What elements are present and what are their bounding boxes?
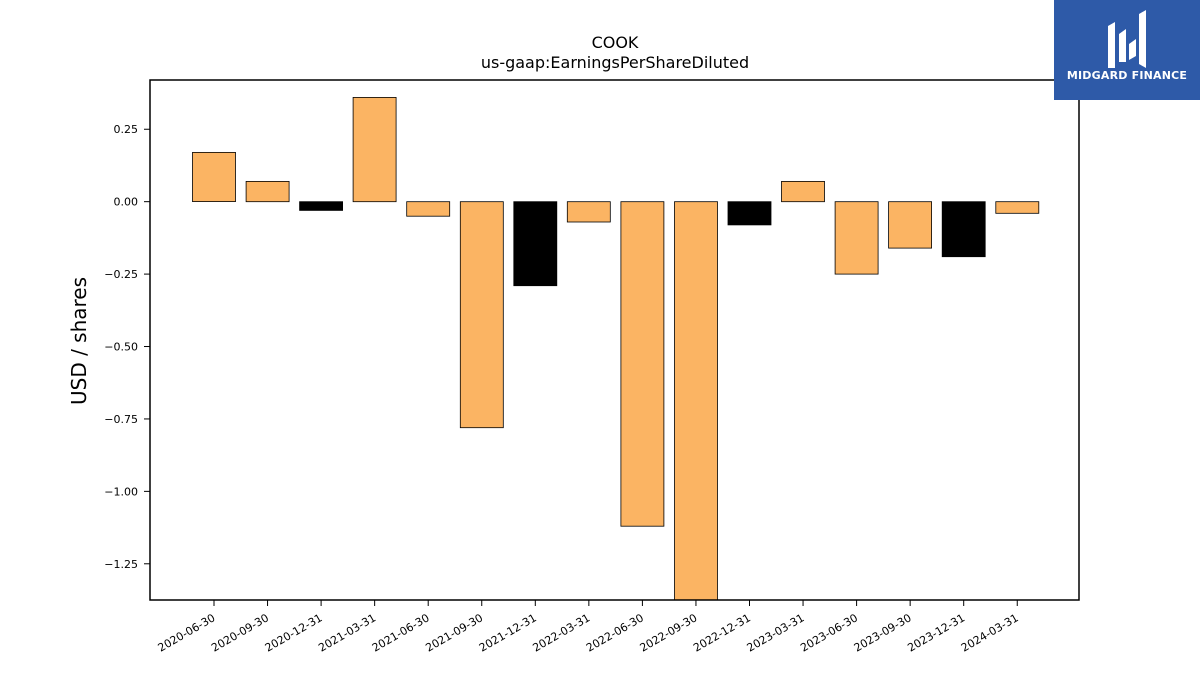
y-tick-label: 0.25 xyxy=(114,123,139,136)
y-tick-label: −0.75 xyxy=(104,413,138,426)
x-tick-label: 2022-09-30 xyxy=(638,611,700,654)
x-tick-label: 2021-03-31 xyxy=(316,611,378,654)
y-tick-label: −1.00 xyxy=(104,485,138,498)
x-tick-label: 2023-06-30 xyxy=(798,611,860,654)
x-tick-label: 2020-06-30 xyxy=(156,611,218,654)
x-axis-ticks: 2020-06-302020-09-302020-12-312021-03-31… xyxy=(156,600,1021,655)
bar-2022-06-30 xyxy=(620,201,665,527)
y-tick-label: −1.25 xyxy=(104,558,138,571)
bar-2024-03-31 xyxy=(995,201,1040,214)
plot-frame xyxy=(149,79,1080,601)
y-tick-label: −0.25 xyxy=(104,268,138,281)
y-tick-label: 0.00 xyxy=(114,196,139,209)
x-tick-label: 2020-09-30 xyxy=(209,611,271,654)
x-tick-label: 2022-06-30 xyxy=(584,611,646,654)
x-tick-label: 2021-06-30 xyxy=(370,611,432,654)
x-tick-label: 2023-12-31 xyxy=(905,611,967,654)
bar-2021-09-30 xyxy=(459,201,504,429)
x-tick-label: 2022-03-31 xyxy=(530,611,592,654)
bar-2020-06-30 xyxy=(192,151,236,202)
x-tick-label: 2024-03-31 xyxy=(959,611,1021,654)
midgard-logo-icon xyxy=(1108,10,1146,68)
chart-subtitle: us-gaap:EarningsPerShareDiluted xyxy=(481,53,749,72)
x-tick-label: 2021-09-30 xyxy=(423,611,485,654)
bar-2023-03-31 xyxy=(781,180,825,203)
bar-2022-12-31 xyxy=(727,201,772,226)
y-axis-label: USD / shares xyxy=(67,277,91,405)
logo-text: MIDGARD FINANCE xyxy=(1066,69,1188,82)
x-tick-label: 2020-12-31 xyxy=(263,611,325,654)
bar-2023-09-30 xyxy=(888,201,932,249)
bar-2021-03-31 xyxy=(352,97,397,203)
chart-title: COOK xyxy=(592,33,639,52)
bar-2020-09-30 xyxy=(245,180,290,203)
bar-2022-03-31 xyxy=(566,201,611,223)
bar-2023-12-31 xyxy=(941,201,986,258)
midgard-finance-logo: MIDGARD FINANCE xyxy=(1054,0,1200,100)
bars xyxy=(192,97,1040,600)
x-tick-label: 2023-03-31 xyxy=(745,611,807,654)
x-tick-label: 2022-12-31 xyxy=(691,611,753,654)
y-axis-ticks: 0.25 0.00 −0.25 −0.50 −0.75 −1.00 −1.25 xyxy=(104,123,150,571)
bar-2021-12-31 xyxy=(513,201,558,287)
x-tick-label: 2021-12-31 xyxy=(477,611,539,654)
bar-2022-09-30 xyxy=(674,201,718,600)
y-tick-label: −0.50 xyxy=(104,341,138,354)
bar-2020-12-31 xyxy=(299,201,344,211)
x-tick-label: 2023-09-30 xyxy=(852,611,914,654)
bar-2023-06-30 xyxy=(834,201,879,275)
bar-2021-06-30 xyxy=(406,201,451,217)
